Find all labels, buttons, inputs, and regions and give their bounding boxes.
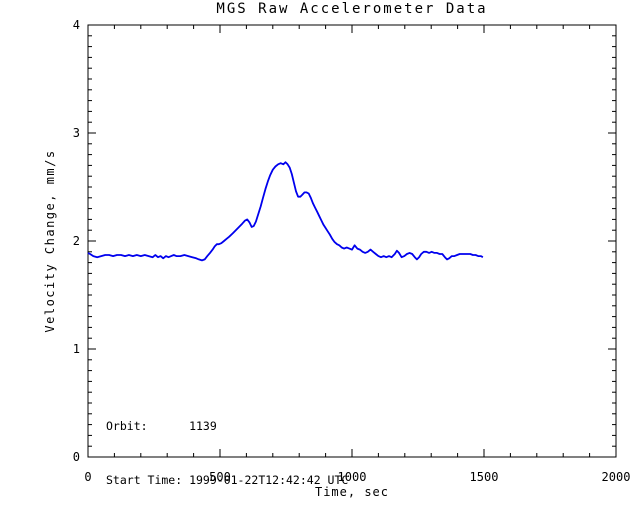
annotation-line-orbit: Orbit: 1139	[106, 419, 217, 433]
x-tick-label: 1000	[338, 470, 367, 484]
annotation-block: Orbit: 1139 Start Time: 1999-01-22T12:42…	[106, 381, 348, 512]
annotation-line-start-time: Start Time: 1999-01-22T12:42:42 UTC	[106, 473, 349, 487]
x-tick-label: 1500	[470, 470, 499, 484]
x-tick-label: 2000	[602, 470, 631, 484]
y-axis-label: Velocity Change, mm/s	[43, 149, 57, 333]
data-series-line	[87, 161, 484, 262]
x-tick-label: 500	[209, 470, 231, 484]
chart-title: MGS Raw Accelerometer Data	[216, 1, 488, 17]
y-tick-label: 0	[73, 450, 80, 464]
y-tick-label: 2	[73, 234, 80, 248]
x-axis-label: Time, sec	[314, 485, 390, 499]
y-tick-label: 4	[73, 18, 80, 32]
x-tick-label: 0	[84, 470, 91, 484]
y-tick-label: 3	[73, 126, 80, 140]
y-tick-label: 1	[73, 342, 80, 356]
